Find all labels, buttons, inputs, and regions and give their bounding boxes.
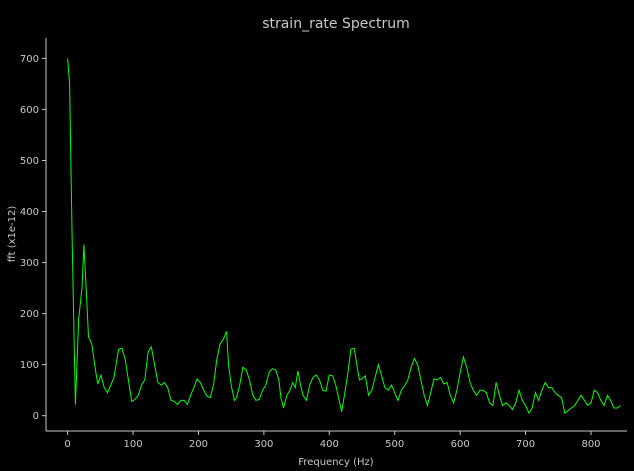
series-line xyxy=(67,58,621,415)
y-tick-label: 200 xyxy=(20,309,39,320)
y-tick-label: 600 xyxy=(20,105,39,116)
x-tick-label: 100 xyxy=(123,439,142,450)
x-tick-label: 300 xyxy=(254,439,273,450)
x-tick-label: 600 xyxy=(451,439,470,450)
x-tick-label: 400 xyxy=(320,439,339,450)
chart-axes xyxy=(45,38,627,432)
x-tick-label: 500 xyxy=(385,439,404,450)
x-tick-label: 0 xyxy=(64,439,70,450)
y-tick-label: 700 xyxy=(20,54,39,65)
x-tick-label: 700 xyxy=(516,439,535,450)
y-tick-label: 300 xyxy=(20,258,39,269)
x-tick-label: 800 xyxy=(581,439,600,450)
x-tick-label: 200 xyxy=(189,439,208,450)
chart-title: strain_rate Spectrum xyxy=(262,16,410,32)
x-axis-label: Frequency (Hz) xyxy=(298,457,374,468)
y-tick-label: 0 xyxy=(33,411,39,422)
x-ticks: 0 100 200 300 400 500 600 700 800 xyxy=(64,431,601,450)
plot-area xyxy=(67,58,621,415)
y-axis-label: fft (x1e-12) xyxy=(7,206,18,263)
y-tick-label: 100 xyxy=(20,360,39,371)
y-ticks: 0 100 200 300 400 500 600 700 xyxy=(20,54,46,422)
y-tick-label: 400 xyxy=(20,207,39,218)
y-tick-label: 500 xyxy=(20,156,39,167)
